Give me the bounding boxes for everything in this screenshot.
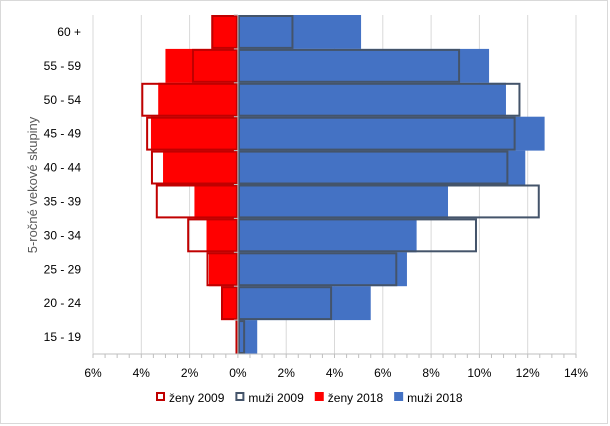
bar-ženy-2018 xyxy=(150,116,238,151)
x-tick-label: 0% xyxy=(229,366,247,380)
bar-ženy-2009 xyxy=(206,252,238,287)
legend: ženy 2009 muži 2009 ženy 2018 muži 2018 xyxy=(156,391,463,405)
legend-swatch xyxy=(235,392,245,401)
bar-ženy-2009 xyxy=(155,184,238,219)
x-tick-label: 6% xyxy=(374,366,392,380)
x-tick-label: 2% xyxy=(181,366,199,380)
y-tick-label: 30 - 34 xyxy=(44,228,82,242)
bar-muži-2009 xyxy=(237,286,333,321)
legend-label: muži 2018 xyxy=(407,391,463,405)
legend-swatch xyxy=(156,392,165,401)
x-tick-label: 4% xyxy=(133,366,151,380)
bar-ženy-2009 xyxy=(146,116,238,151)
y-tick-labels: 15 - 19 20 - 24 25 - 29 30 - 34 35 - 39 40 - … xyxy=(44,25,82,344)
bar-ženy-2018 xyxy=(158,82,238,117)
bar-ženy-2009 xyxy=(150,150,238,185)
bar-ženy-2009 xyxy=(220,286,238,321)
bar-muži-2018 xyxy=(237,320,258,354)
bar-muži-2018 xyxy=(237,218,417,253)
bar-ženy-2009 xyxy=(187,218,238,253)
bar-ženy-2018 xyxy=(206,218,238,253)
x-tick-label: 4% xyxy=(326,366,344,380)
bar-muži-2018 xyxy=(237,184,449,219)
y-tick-label: 50 - 54 xyxy=(44,93,82,107)
bar-ženy-2009 xyxy=(141,82,238,117)
bar-ženy-2009 xyxy=(192,48,238,83)
bar-ženy-2009 xyxy=(211,15,238,49)
bar-ženy-2018 xyxy=(194,184,238,219)
y-tick-label: 45 - 49 xyxy=(44,127,82,141)
bar-muži-2018 xyxy=(237,82,506,117)
bar-ženy-2018 xyxy=(165,48,238,83)
bar-muži-2009 xyxy=(237,48,461,83)
axes xyxy=(92,14,577,358)
bar-muži-2018 xyxy=(237,286,371,321)
bar-muži-2009 xyxy=(237,184,540,219)
bars-2018 xyxy=(150,15,545,354)
x-tick-labels: 6% 4% 2% 0% 2% 4% 6% 8% 10% 12% 14% xyxy=(84,366,588,380)
bar-muži-2018 xyxy=(237,116,545,151)
legend-swatch xyxy=(314,392,324,401)
bar-muži-2018 xyxy=(237,150,526,185)
y-tick-label: 15 - 19 xyxy=(44,330,82,344)
bar-muži-2009 xyxy=(237,320,246,355)
y-tick-label: 60 + xyxy=(57,25,81,39)
x-tick-label: 6% xyxy=(84,366,102,380)
y-tick-label: 40 - 44 xyxy=(44,161,82,175)
legend-label: muži 2009 xyxy=(248,391,304,405)
x-tick-label: 14% xyxy=(564,366,588,380)
y-axis-label: 5-ročné vekové skupiny xyxy=(25,116,40,253)
bar-muži-2009 xyxy=(237,218,477,253)
y-tick-label: 25 - 29 xyxy=(44,262,82,276)
bar-ženy-2018 xyxy=(211,15,238,49)
x-tick-label: 8% xyxy=(422,366,440,380)
bar-ženy-2018 xyxy=(163,150,238,185)
y-tick-label: 20 - 24 xyxy=(44,296,82,310)
bar-muži-2018 xyxy=(237,15,362,49)
legend-swatch xyxy=(394,392,404,401)
x-tick-label: 12% xyxy=(516,366,540,380)
x-tick-label: 2% xyxy=(278,366,296,380)
x-tick-label: 10% xyxy=(467,366,491,380)
bar-muži-2009 xyxy=(237,252,398,287)
bars-2009 xyxy=(141,15,540,355)
bar-muži-2018 xyxy=(237,48,490,83)
bar-muži-2009 xyxy=(237,15,294,49)
legend-label: ženy 2018 xyxy=(328,391,384,405)
y-tick-label: 55 - 59 xyxy=(44,59,82,73)
bar-muži-2009 xyxy=(237,82,521,117)
y-tick-label: 35 - 39 xyxy=(44,194,82,208)
bar-muži-2009 xyxy=(237,116,516,151)
legend-label: ženy 2009 xyxy=(169,391,225,405)
bar-ženy-2018 xyxy=(208,252,238,287)
bar-ženy-2018 xyxy=(220,286,238,321)
bar-muži-2009 xyxy=(237,150,509,185)
bar-muži-2018 xyxy=(237,252,407,287)
